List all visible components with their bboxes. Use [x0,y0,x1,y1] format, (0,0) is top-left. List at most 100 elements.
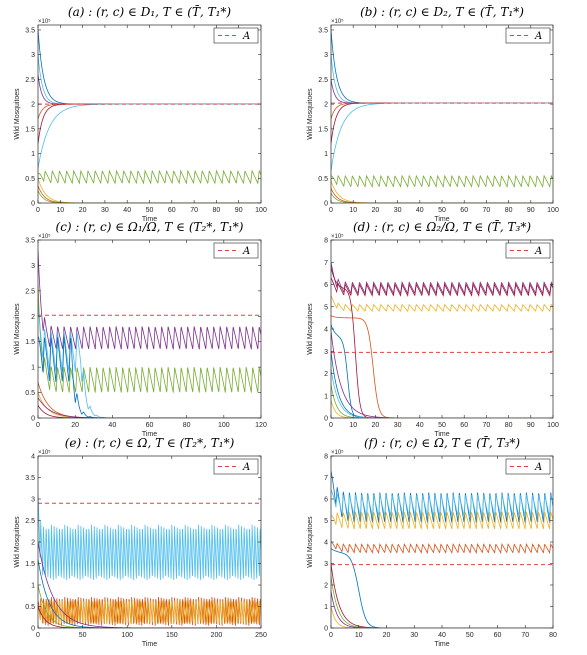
legend: A [505,458,551,475]
y-tick-label: 1 [324,151,328,158]
x-tick-label: 100 [547,207,559,214]
y-exponent-label: ×10⁵ [38,233,51,240]
panel-title: (d) : (r, c) ∈ Ω₂/Ω, T ∈ (T̄, T₃*) [353,219,531,234]
series-line-10 [331,384,553,418]
y-tick-label: 1 [324,393,328,400]
y-tick-label: 0 [324,416,328,423]
series-group [331,470,553,628]
x-tick-label: 50 [438,422,446,429]
y-tick-label: 2.5 [25,518,35,525]
x-tick-label: 50 [146,207,154,214]
x-tick-label: 0 [329,422,333,429]
y-tick-label: 3 [324,561,328,568]
x-tick-label: 20 [71,422,79,429]
series-line-6 [38,392,261,418]
legend-entry-a: A [242,462,250,473]
y-tick-label: 0 [31,201,35,208]
x-axis-label: Time [434,431,449,438]
x-tick-label: 70 [190,207,198,214]
series-line-2 [331,54,553,104]
y-axis-label: Wild Mosquitoes [14,303,21,355]
y-tick-label: 0.5 [25,176,35,183]
x-tick-label: 40 [123,207,131,214]
x-tick-label: 20 [79,207,87,214]
y-tick-label: 7 [324,475,328,482]
y-tick-label: 3 [31,497,35,504]
panel-title: (f) : (r, c) ∈ Ω, T ∈ (T̄, T₃*) [364,435,520,450]
x-tick-label: 80 [213,207,221,214]
legend: A [213,458,259,475]
y-tick-label: 4 [31,454,35,461]
y-tick-label: 3 [31,52,35,59]
y-tick-label: 7 [324,260,328,267]
x-tick-label: 0 [36,422,40,429]
y-tick-label: 8 [324,454,328,461]
series-line-7 [38,397,261,418]
x-tick-label: 250 [255,632,267,639]
x-tick-label: 120 [255,422,267,429]
series-line-4 [331,511,553,530]
x-tick-label: 80 [549,632,557,639]
series-line-1 [331,262,553,295]
y-exponent-label: ×10⁵ [38,449,51,456]
y-axis-label: Wild Mosquitoes [307,516,314,568]
y-tick-label: 0 [324,626,328,633]
y-tick-label: 0 [31,626,35,633]
x-axis-label: Time [142,431,157,438]
series-line-10 [331,174,553,188]
x-tick-label: 50 [466,632,474,639]
x-tick-label: 80 [183,422,191,429]
y-tick-label: 6 [324,497,328,504]
x-tick-label: 20 [372,207,380,214]
y-tick-label: 3.5 [25,238,35,245]
y-exponent-label: ×10⁵ [331,233,344,240]
y-tick-label: 1 [31,365,35,372]
y-axis-label: Wild Mosquitoes [307,303,314,355]
axes-frame [330,455,554,629]
y-tick-label: 0.5 [25,604,35,611]
x-tick-label: 70 [521,632,529,639]
series-line-4 [38,103,261,120]
x-tick-label: 70 [483,422,491,429]
series-line-3 [38,600,261,624]
y-axis-label: Wild Mosquitoes [14,516,21,568]
series-line-8 [331,591,553,628]
y-tick-label: 2.5 [25,77,35,84]
y-axis-label: Wild Mosquitoes [307,88,314,140]
y-tick-label: 1 [31,151,35,158]
x-tick-label: 80 [505,422,513,429]
x-tick-label: 0 [36,632,40,639]
legend: A [505,27,551,44]
series-line-6 [38,103,261,169]
series-line-3 [38,306,261,418]
x-tick-label: 10 [355,632,363,639]
x-tick-label: 40 [416,422,424,429]
y-tick-label: 2 [324,371,328,378]
axes-frame [330,24,554,204]
series-line-5 [331,102,553,144]
y-tick-label: 2 [324,583,328,590]
series-group [331,29,553,203]
series-line-6 [331,324,553,418]
y-tick-label: 1.5 [25,561,35,568]
series-line-10 [38,169,261,185]
series-line-6 [331,563,553,628]
y-tick-label: 0 [324,201,328,208]
series-line-7 [331,576,553,628]
y-tick-label: 2 [324,102,328,109]
x-tick-label: 20 [383,632,391,639]
series-line-9 [331,606,553,628]
series-line-2 [331,490,553,517]
x-tick-label: 90 [527,207,535,214]
legend: A [213,242,259,259]
y-tick-label: 3 [324,52,328,59]
x-axis-label: Time [434,641,449,648]
panel-title: (c) : (r, c) ∈ Ω₁/Ω, T ∈ (T₂*, T₁*) [56,220,244,234]
panel-title: (b) : (r, c) ∈ D₂, T ∈ (T̄, T₁*) [360,4,524,19]
y-tick-label: 1 [31,583,35,590]
y-exponent-label: ×10⁵ [38,18,51,25]
series-line-3 [331,295,553,313]
